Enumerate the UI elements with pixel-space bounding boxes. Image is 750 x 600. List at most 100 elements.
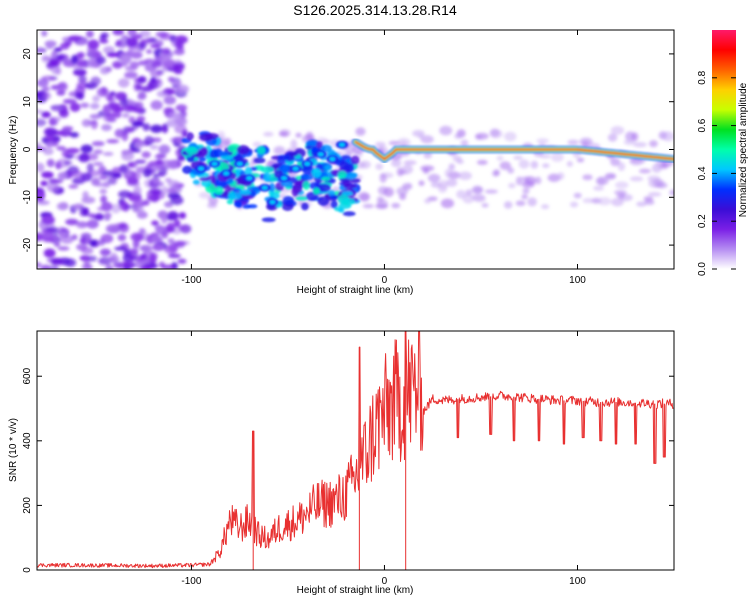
heatmap-cell bbox=[617, 162, 626, 172]
heatmap-cell bbox=[186, 132, 194, 141]
heatmap-cell bbox=[424, 198, 432, 204]
heatmap-cell bbox=[37, 200, 50, 206]
heatmap-cell bbox=[302, 180, 310, 191]
heatmap-cell bbox=[48, 57, 61, 68]
x-tick-label: -100 bbox=[181, 275, 201, 286]
heatmap-cell bbox=[518, 159, 530, 169]
heatmap-cell bbox=[530, 160, 539, 169]
heatmap-cell bbox=[214, 186, 224, 195]
colorbar-tick-label: 0.6 bbox=[697, 118, 708, 132]
heatmap-cell bbox=[42, 75, 55, 82]
heatmap-cell bbox=[481, 203, 489, 208]
heatmap-cell bbox=[282, 196, 295, 205]
heatmap-cell bbox=[112, 111, 122, 119]
heatmap-cell bbox=[534, 176, 542, 185]
heatmap-cell bbox=[174, 123, 187, 134]
heatmap-cell bbox=[504, 131, 517, 142]
heatmap-cell bbox=[99, 39, 109, 44]
colorbar-tick-label: 0.2 bbox=[697, 214, 708, 228]
heatmap-cell bbox=[295, 132, 302, 138]
heatmap-cell bbox=[56, 202, 68, 211]
heatmap-cell bbox=[473, 195, 487, 203]
colorbar-gradient bbox=[712, 30, 736, 269]
heatmap-cell bbox=[69, 132, 79, 138]
heatmap-cell bbox=[102, 170, 115, 177]
heatmap-cell bbox=[161, 47, 171, 55]
heatmap-cell bbox=[631, 132, 639, 142]
heatmap-cell bbox=[172, 63, 183, 70]
heatmap-cell bbox=[446, 178, 458, 187]
heatmap-cell bbox=[41, 215, 55, 225]
colorbar-tick-label: 0.8 bbox=[697, 70, 708, 84]
heatmap-central-line bbox=[352, 138, 674, 164]
heatmap-cell bbox=[430, 181, 441, 188]
heatmap-cell bbox=[198, 166, 205, 171]
heatmap-cell bbox=[582, 174, 593, 181]
heatmap-cell bbox=[58, 109, 69, 118]
heatmap-cell bbox=[278, 131, 289, 137]
heatmap-cell bbox=[521, 180, 535, 188]
heatmap-cell bbox=[76, 61, 87, 67]
heatmap-cell bbox=[112, 61, 123, 69]
heatmap-cell bbox=[173, 219, 181, 228]
heatmap-cell bbox=[304, 161, 311, 166]
heatmap-cell bbox=[391, 202, 401, 209]
heatmap-cell bbox=[76, 81, 89, 89]
heatmap-cell bbox=[68, 35, 83, 41]
heatmap-cell bbox=[128, 196, 143, 202]
heatmap-cell bbox=[344, 163, 355, 173]
heatmap-cell bbox=[111, 203, 121, 214]
heatmap-cell bbox=[226, 199, 234, 205]
heatmap-cell bbox=[527, 197, 537, 207]
heatmap-cell bbox=[155, 153, 167, 159]
heatmap-cell bbox=[260, 166, 274, 173]
heatmap-cell bbox=[515, 176, 523, 186]
heatmap-cell bbox=[150, 124, 163, 134]
heatmap-cell bbox=[50, 116, 62, 122]
heatmap-cell bbox=[427, 173, 441, 183]
heatmap-cell bbox=[251, 187, 260, 192]
heatmap-cell bbox=[252, 141, 262, 148]
heatmap-cell bbox=[159, 32, 172, 41]
heatmap-cell bbox=[136, 211, 148, 219]
heatmap-cell bbox=[163, 95, 176, 105]
heatmap-cell bbox=[65, 147, 80, 154]
heatmap-cell bbox=[129, 254, 137, 262]
heatmap-cell bbox=[227, 192, 242, 200]
heatmap-cell bbox=[375, 141, 386, 148]
heatmap-cell bbox=[648, 191, 662, 197]
heatmap-cell bbox=[37, 162, 45, 173]
heatmap-cell bbox=[152, 177, 160, 184]
heatmap-cell bbox=[108, 102, 121, 108]
heatmap-cell bbox=[133, 82, 143, 92]
heatmap-cell bbox=[62, 126, 74, 132]
x-tick-label: -100 bbox=[181, 576, 201, 587]
heatmap-cell bbox=[649, 140, 658, 148]
heatmap-cell bbox=[89, 102, 100, 110]
y-tick-label: 400 bbox=[22, 432, 33, 449]
snr-frame bbox=[36, 330, 675, 571]
heatmap-cell bbox=[167, 192, 181, 199]
heatmap-cell bbox=[46, 158, 55, 168]
heatmap-cell bbox=[149, 79, 162, 84]
heatmap-cell bbox=[37, 118, 47, 127]
heatmap-cell bbox=[420, 165, 435, 172]
heatmap-cell bbox=[355, 127, 366, 136]
heatmap-cell bbox=[582, 198, 595, 204]
heatmap-cell bbox=[74, 92, 85, 100]
heatmap-cell bbox=[280, 181, 293, 187]
heatmap-cell bbox=[151, 220, 159, 226]
heatmap-cell bbox=[277, 154, 291, 160]
heatmap-cell bbox=[92, 161, 104, 166]
heatmap-cell bbox=[144, 135, 154, 146]
heatmap-cell bbox=[126, 177, 139, 185]
colorbar: 0.0 0.2 0.4 0.6 0.8 Normalized spectral ampl… bbox=[697, 30, 749, 276]
heatmap-cell bbox=[138, 60, 149, 66]
heatmap-cell bbox=[142, 168, 152, 178]
heatmap-cell bbox=[205, 133, 219, 140]
colorbar-ticks: 0.0 0.2 0.4 0.6 0.8 bbox=[697, 70, 736, 276]
heatmap-cell bbox=[550, 152, 564, 162]
heatmap-cell bbox=[86, 219, 99, 229]
heatmap-cell bbox=[150, 100, 163, 111]
